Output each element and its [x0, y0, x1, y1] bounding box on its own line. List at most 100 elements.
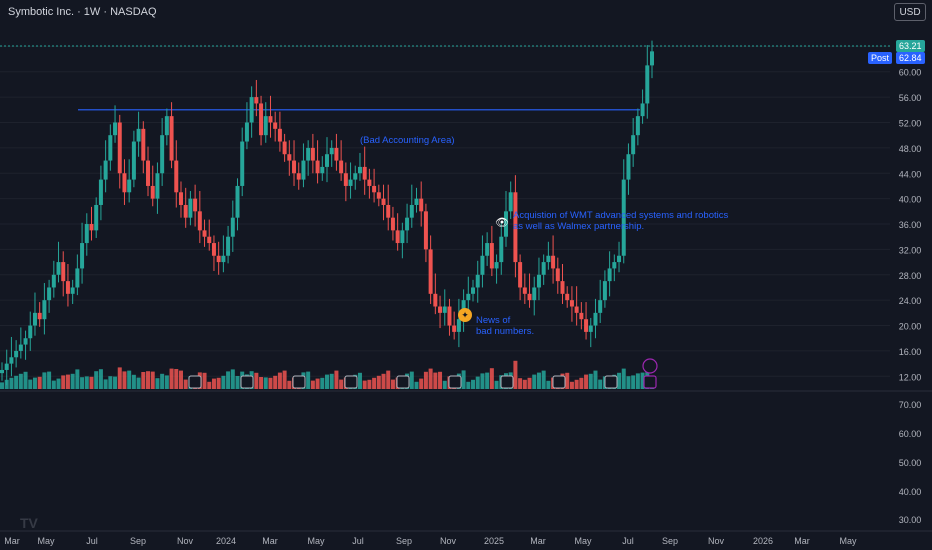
- volume-bar: [461, 370, 466, 389]
- time-axis-label: 2024: [216, 536, 236, 546]
- time-axis-label: 2025: [484, 536, 504, 546]
- volume-bar: [108, 376, 113, 389]
- volume-bar: [381, 373, 386, 389]
- volume-bar: [216, 377, 221, 389]
- candle-body: [230, 217, 235, 237]
- volume-bar: [164, 375, 169, 389]
- time-axis-label: May: [307, 536, 325, 546]
- lower-axis-label: 60.00: [899, 429, 922, 439]
- candle-body: [409, 204, 414, 218]
- candle-body: [131, 141, 136, 180]
- news-annotation-line2[interactable]: bad numbers.: [476, 326, 535, 337]
- volume-bar: [489, 368, 494, 389]
- currency-button[interactable]: USD: [894, 3, 926, 21]
- price-axis-label: 32.00: [899, 245, 922, 255]
- volume-bar: [428, 368, 433, 389]
- candle-body: [489, 243, 494, 269]
- candle-body: [588, 325, 593, 332]
- volume-bar: [178, 370, 183, 389]
- symbol-title[interactable]: Symbotic Inc. · 1W · NASDAQ: [8, 6, 157, 18]
- candle-body: [183, 204, 188, 218]
- candle-body: [98, 179, 103, 205]
- candle-body: [532, 287, 537, 301]
- candle-body: [428, 249, 433, 294]
- volume-bar: [386, 370, 391, 389]
- price-axis-label: 44.00: [899, 169, 922, 179]
- candle-body: [555, 268, 560, 282]
- lower-axis-label: 50.00: [899, 458, 922, 468]
- volume-bar: [541, 370, 546, 389]
- news-icon[interactable]: ✦: [458, 308, 472, 322]
- candle-body: [560, 281, 565, 294]
- candle-body: [395, 230, 400, 244]
- candle-body: [565, 293, 570, 301]
- volume-bar: [18, 373, 23, 389]
- candle-body: [249, 97, 254, 123]
- volume-bar: [334, 370, 339, 389]
- volume-bar: [80, 377, 85, 389]
- time-axis-label: Nov: [177, 536, 194, 546]
- candle-body: [480, 255, 485, 275]
- candle-body: [169, 116, 174, 161]
- earnings-marker-icon: [500, 375, 514, 389]
- volume-bar: [160, 373, 165, 389]
- earnings-marker-icon: [240, 375, 254, 389]
- candle-body: [635, 116, 640, 136]
- candle-body: [244, 122, 249, 142]
- candle-body: [89, 224, 94, 231]
- volume-bar: [494, 380, 499, 389]
- volume-bar: [617, 372, 622, 389]
- candle-body: [372, 185, 377, 193]
- price-axis-label: 20.00: [899, 322, 922, 332]
- candle-body: [277, 128, 282, 142]
- candle-body: [499, 236, 504, 263]
- volume-bar: [306, 371, 311, 389]
- volume-bar: [414, 381, 419, 389]
- volume-bar: [320, 377, 325, 389]
- candle-body: [569, 300, 574, 307]
- volume-bar: [372, 377, 377, 389]
- candle-body: [546, 255, 551, 263]
- price-axis-label: 24.00: [899, 296, 922, 306]
- volume-bar: [376, 375, 381, 389]
- candle-body: [626, 154, 631, 180]
- volume-bar: [273, 375, 278, 389]
- acquisition-annotation-line1[interactable]: Acquistion of WMT advanced systems and r…: [513, 210, 729, 221]
- candle-body: [127, 179, 132, 193]
- candle-body: [329, 147, 334, 155]
- candle-body: [357, 166, 362, 174]
- volume-bar: [485, 372, 490, 389]
- candle-body: [650, 51, 654, 66]
- volume-bar: [522, 379, 527, 389]
- volume-bar: [635, 373, 640, 389]
- volume-bar: [226, 371, 231, 389]
- acquisition-annotation-line2[interactable]: as well as Walmex partnership.: [513, 221, 645, 232]
- bad-accounting-annotation[interactable]: (Bad Accounting Area): [360, 135, 455, 146]
- candle-body: [226, 236, 231, 256]
- price-axis-label: 56.00: [899, 93, 922, 103]
- candle-body: [339, 160, 344, 174]
- volume-bar: [202, 372, 207, 389]
- candle-body: [475, 274, 480, 288]
- news-annotation-line1[interactable]: News of: [476, 315, 511, 326]
- volume-bar: [315, 378, 320, 389]
- lower-axis-label: 30.00: [899, 515, 922, 525]
- volume-bar: [0, 382, 4, 389]
- volume-bar: [471, 379, 476, 389]
- candle-body: [193, 198, 198, 212]
- price-axis-label: 28.00: [899, 271, 922, 281]
- volume-bar: [4, 379, 9, 389]
- time-axis-label: Nov: [708, 536, 725, 546]
- last-price-tag: 63.21: [896, 40, 925, 52]
- volume-bar: [263, 377, 268, 389]
- volume-bar: [65, 374, 70, 389]
- earnings-marker-icon: [396, 375, 410, 389]
- candle-body: [263, 116, 268, 136]
- dividend-icon: [642, 358, 658, 374]
- volume-bar: [593, 370, 598, 389]
- post-label-tag: Post: [868, 52, 893, 64]
- candle-body: [367, 179, 372, 186]
- volume-bar: [362, 380, 367, 389]
- candle-body: [362, 166, 367, 180]
